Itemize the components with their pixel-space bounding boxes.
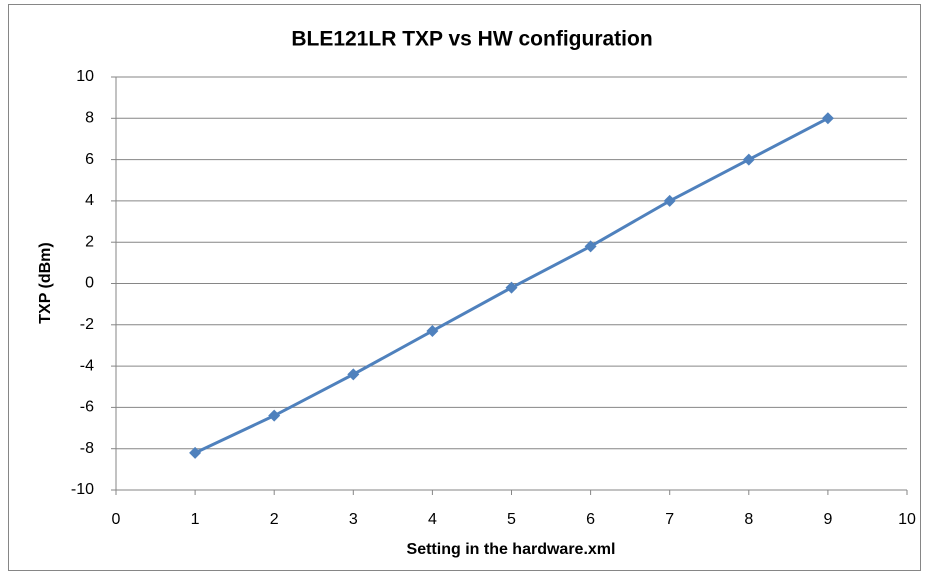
chart-border <box>8 4 921 571</box>
x-tick-label: 1 <box>191 511 200 528</box>
data-point <box>347 368 360 381</box>
y-tick-label: -6 <box>80 399 94 416</box>
x-tick-label: 8 <box>744 511 753 528</box>
data-point <box>189 446 202 459</box>
x-tick-label: 4 <box>428 511 437 528</box>
chart-title: BLE121LR TXP vs HW configuration <box>291 28 652 51</box>
data-point <box>821 112 834 125</box>
y-tick-label: 4 <box>85 192 94 209</box>
y-tick-label: 10 <box>76 68 94 85</box>
x-tick-label: 3 <box>349 511 358 528</box>
x-tick-label: 6 <box>586 511 595 528</box>
data-point <box>426 324 439 337</box>
x-tick-label: 7 <box>665 511 674 528</box>
y-tick-label: 2 <box>85 233 94 250</box>
y-axis-label: TXP (dBm) <box>37 242 54 323</box>
data-point <box>663 194 676 207</box>
y-tick-label: 6 <box>85 151 94 168</box>
y-tick-label: -10 <box>71 481 94 498</box>
y-tick-label: 8 <box>85 110 94 127</box>
x-tick-label: 0 <box>112 511 121 528</box>
x-tick-label: 10 <box>898 511 916 528</box>
x-axis-label: Setting in the hardware.xml <box>407 541 616 558</box>
y-tick-label: -8 <box>80 440 94 457</box>
data-point <box>742 153 755 166</box>
y-tick-label: -4 <box>80 357 94 374</box>
x-tick-label: 2 <box>270 511 279 528</box>
data-point <box>268 409 281 422</box>
data-point <box>584 240 597 253</box>
x-tick-label: 5 <box>507 511 516 528</box>
data-point <box>505 281 518 294</box>
y-tick-label: 0 <box>85 275 94 292</box>
x-tick-label: 9 <box>823 511 832 528</box>
y-tick-label: -2 <box>80 316 94 333</box>
